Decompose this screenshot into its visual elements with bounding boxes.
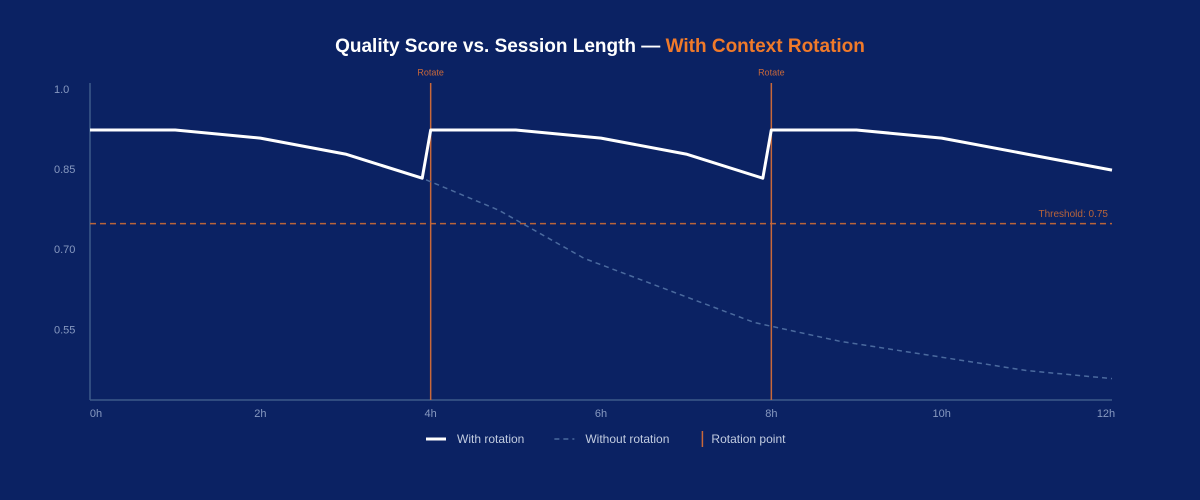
x-tick-label: 12h [1097,408,1115,420]
y-tick-label: 0.55 [54,324,75,336]
series-line [90,128,1113,180]
x-tick-label: 10h [932,408,950,420]
x-tick-label: 8h [765,408,777,420]
threshold-label: Threshold: 0.75 [1039,209,1109,220]
rotation-label: Rotate [417,67,444,77]
x-tick-label: 0h [90,408,102,420]
chart-title: Quality Score vs. Session Length — With … [335,36,865,57]
x-tick-label: 2h [254,408,266,420]
series-line [90,129,1113,380]
title-main: Quality Score vs. Session Length — [335,36,660,57]
legend-label: With rotation [457,432,524,446]
title-highlight: With Context Rotation [666,36,865,57]
x-tick-label: 6h [595,408,607,420]
y-tick-label: 1.0 [54,84,69,96]
rotation-label: Rotate [758,67,785,77]
legend-label: Without rotation [585,432,669,446]
y-tick-label: 0.85 [54,164,75,176]
y-tick-label: 0.70 [54,244,75,256]
legend-label: Rotation point [711,432,786,446]
x-tick-label: 4h [425,408,437,420]
